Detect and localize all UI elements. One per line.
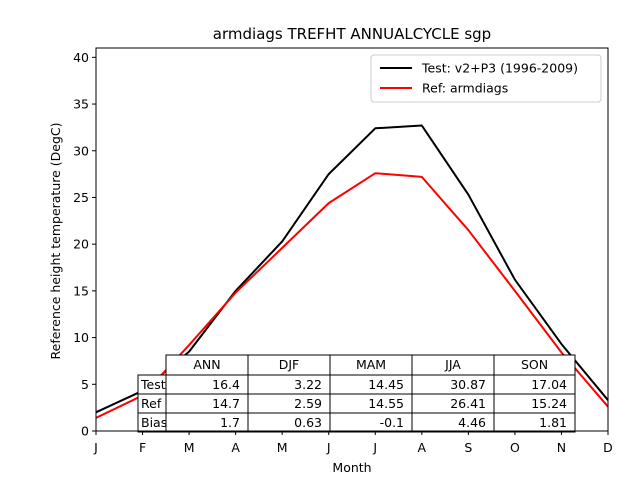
- y-tick-label: 20: [73, 237, 89, 252]
- table-row-label-test: Test: [140, 377, 166, 392]
- table-header-mam: MAM: [356, 357, 386, 372]
- table-value-bias-son: 1.81: [539, 415, 567, 430]
- table-header-ann: ANN: [193, 357, 220, 372]
- x-tick-label: F: [139, 440, 146, 455]
- x-tick-label: A: [418, 440, 427, 455]
- x-tick-label: D: [603, 440, 613, 455]
- table-value-ref-son: 15.24: [531, 396, 567, 411]
- table-value-bias-ann: 1.7: [220, 415, 240, 430]
- plot-frame: [95, 47, 609, 432]
- x-axis-label: Month: [332, 460, 371, 475]
- y-tick-label: 15: [73, 283, 89, 298]
- x-tick-label: J: [372, 440, 377, 455]
- y-tick-label: 30: [73, 143, 89, 158]
- x-tick-label: M: [277, 440, 288, 455]
- table-row-label-ref: Ref: [141, 396, 162, 411]
- y-tick-label: 10: [73, 330, 89, 345]
- table-value-bias-jja: 4.46: [458, 415, 486, 430]
- table-value-test-son: 17.04: [531, 377, 567, 392]
- table-cell: [493, 412, 576, 433]
- table-value-test-ann: 16.4: [212, 377, 240, 392]
- table-header-son: SON: [521, 357, 548, 372]
- x-tick-label: M: [184, 440, 195, 455]
- series-line-ref: [95, 172, 609, 419]
- x-tick-label: S: [464, 440, 472, 455]
- y-tick-label: 35: [73, 97, 89, 112]
- x-tick-label: N: [557, 440, 566, 455]
- table-value-bias-mam: -0.1: [380, 415, 404, 430]
- table-value-ref-djf: 2.59: [294, 396, 322, 411]
- stats-table: ANN DJF MAM JJA SON Test 16.4 3.22 14.45 30.87 17.…: [137, 354, 576, 433]
- table-header-jja: JJA: [444, 357, 461, 372]
- table-row-label-bias: Bias: [141, 415, 167, 430]
- table-value-test-mam: 14.45: [368, 377, 404, 392]
- y-tick-label: 0: [81, 424, 89, 439]
- table-value-bias-djf: 0.63: [294, 415, 322, 430]
- y-tick-label: 5: [81, 377, 89, 392]
- chart-title: armdiags TREFHT ANNUALCYCLE sgp: [213, 25, 491, 43]
- legend-label-ref: Ref: armdiags: [422, 81, 508, 96]
- x-tick-label: A: [231, 440, 240, 455]
- x-tick-label: J: [326, 440, 331, 455]
- table-value-ref-mam: 14.55: [368, 396, 404, 411]
- y-tick-label: 40: [73, 50, 89, 65]
- y-tick-label: 25: [73, 190, 89, 205]
- legend: Test: v2+P3 (1996-2009) Ref: armdiags: [370, 54, 602, 103]
- legend-label-test: Test: v2+P3 (1996-2009): [421, 61, 578, 76]
- table-value-ref-jja: 26.41: [450, 396, 486, 411]
- x-tick-label: J: [93, 440, 98, 455]
- y-axis-label: Reference height temperature (DegC): [48, 122, 63, 359]
- table-header-djf: DJF: [279, 357, 300, 372]
- legend-box: [370, 54, 602, 103]
- table-value-test-djf: 3.22: [294, 377, 322, 392]
- x-tick-label: O: [510, 440, 520, 455]
- table-value-test-jja: 30.87: [450, 377, 486, 392]
- table-value-ref-ann: 14.7: [212, 396, 240, 411]
